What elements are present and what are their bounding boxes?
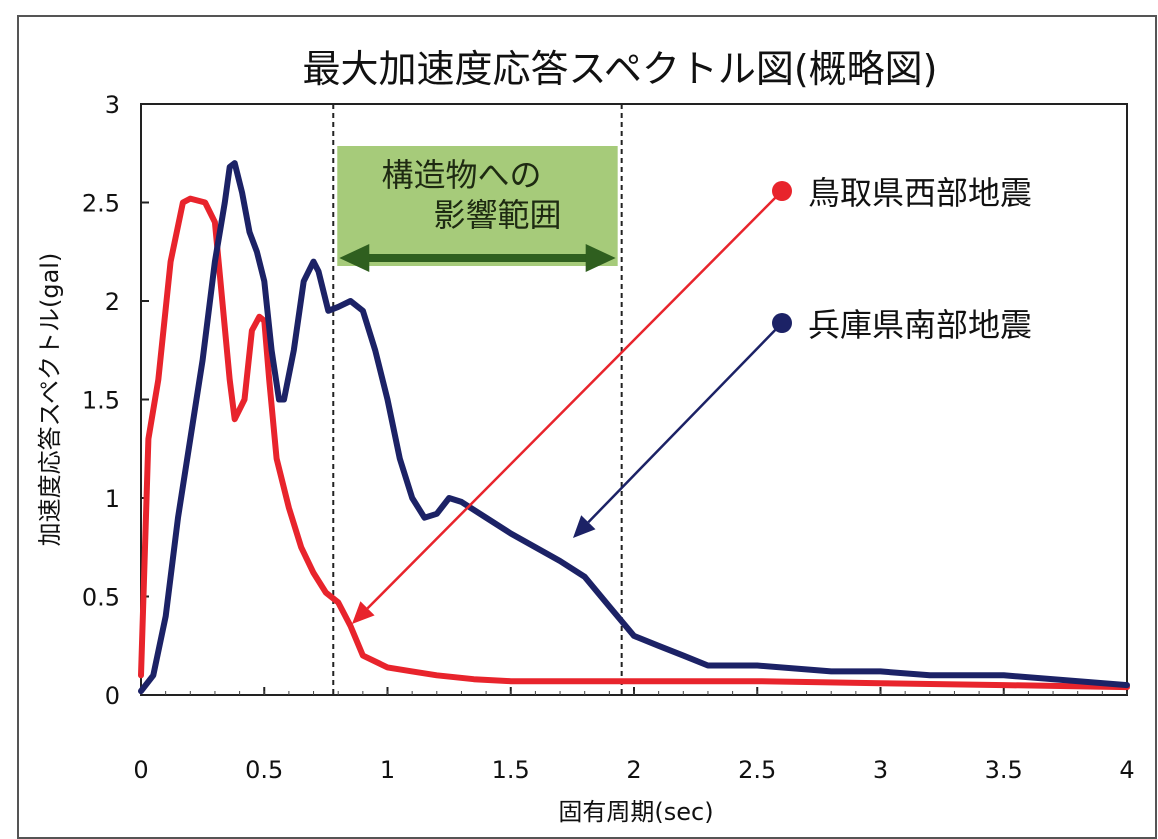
- y-tick-label: 0.5: [82, 584, 120, 612]
- x-tick-label: 2.5: [738, 756, 776, 784]
- legend-pointer-arrowhead-hyogo: [573, 515, 596, 538]
- legend-entry-tottori: 鳥取県西部地震: [352, 174, 1032, 624]
- legend-entry-hyogo: 兵庫県南部地震: [573, 306, 1032, 538]
- legend-pointer-line-hyogo: [587, 322, 783, 524]
- chart-title: 最大加速度応答スペクトル図(概略図): [303, 47, 938, 91]
- y-tick-label: 0: [105, 682, 120, 710]
- legend-marker-tottori: [772, 181, 792, 201]
- y-tick-label: 3: [105, 91, 120, 119]
- x-tick-label: 0: [133, 756, 148, 784]
- y-tick-label: 2: [105, 288, 120, 316]
- y-tick-label: 2.5: [82, 190, 120, 218]
- influence-zone-arrowhead-right: [585, 244, 616, 272]
- influence-zone-arrowhead-left: [339, 244, 370, 272]
- influence-zone-label-line1: 構造物への: [381, 156, 541, 194]
- x-tick-label: 3.5: [985, 756, 1023, 784]
- y-axis-ticks: 0 0.5 1 1.5 2 2.5 3: [82, 91, 149, 710]
- x-axis-title: 固有周期(sec): [558, 798, 713, 826]
- x-tick-label: 3: [873, 756, 888, 784]
- x-tick-label: 1.5: [492, 756, 530, 784]
- y-axis-title: 加速度応答スペクトル(gal): [36, 253, 64, 547]
- series-line-hyogo: [138, 160, 1130, 695]
- influence-zone-group: 構造物への 影響範囲: [332, 103, 623, 695]
- influence-zone-label-box: [337, 146, 618, 266]
- influence-zone-label-line2: 影響範囲: [433, 196, 561, 234]
- legend-marker-hyogo: [772, 313, 792, 333]
- series-line-tottori: [138, 195, 1130, 691]
- y-tick-label: 1.5: [82, 387, 120, 415]
- y-tick-label: 1: [105, 485, 120, 513]
- x-tick-label: 0.5: [245, 756, 283, 784]
- x-tick-label: 4: [1119, 756, 1134, 784]
- x-tick-label: 1: [380, 756, 395, 784]
- x-tick-label: 2: [626, 756, 641, 784]
- figure-frame: [17, 15, 1157, 839]
- legend-label-hyogo: 兵庫県南部地震: [808, 306, 1032, 344]
- legend-label-tottori: 鳥取県西部地震: [808, 174, 1032, 212]
- legend-pointer-line-tottori: [366, 190, 783, 610]
- x-axis-ticks: 0 0.5 1 1.5 2 2.5 3 3.5 4: [133, 687, 1135, 784]
- legend-pointer-arrowhead-tottori: [352, 601, 375, 624]
